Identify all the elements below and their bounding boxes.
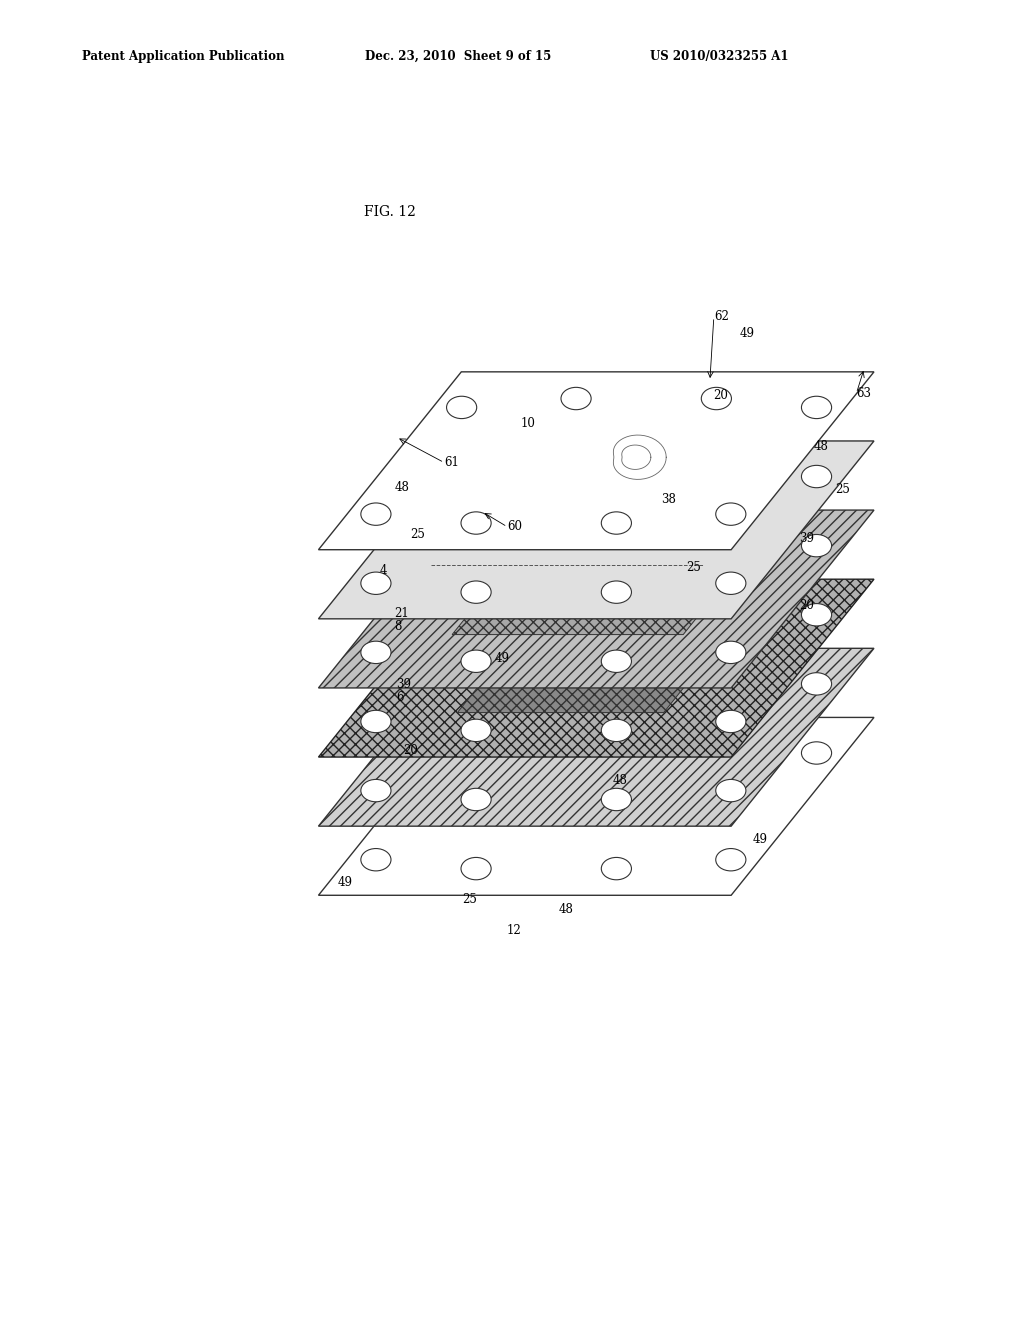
Text: 63: 63 (856, 387, 871, 400)
Ellipse shape (461, 649, 492, 672)
Text: 60: 60 (507, 520, 522, 533)
Ellipse shape (561, 733, 591, 755)
Ellipse shape (561, 595, 591, 616)
Text: FIG. 12: FIG. 12 (365, 205, 416, 219)
Ellipse shape (701, 457, 731, 479)
Ellipse shape (360, 849, 391, 871)
Polygon shape (318, 579, 873, 758)
Ellipse shape (360, 572, 391, 594)
Ellipse shape (360, 779, 391, 801)
Ellipse shape (802, 535, 831, 557)
Text: 20: 20 (713, 388, 728, 401)
Ellipse shape (601, 858, 632, 880)
Ellipse shape (360, 503, 391, 525)
Ellipse shape (716, 572, 745, 594)
Text: 20: 20 (799, 599, 814, 612)
Text: Dec. 23, 2010  Sheet 9 of 15: Dec. 23, 2010 Sheet 9 of 15 (365, 50, 551, 63)
Ellipse shape (561, 664, 591, 686)
Polygon shape (318, 510, 873, 688)
Ellipse shape (446, 742, 477, 764)
Text: 25: 25 (835, 483, 850, 496)
Text: 25: 25 (410, 528, 425, 541)
Text: 49: 49 (338, 875, 353, 888)
Ellipse shape (802, 742, 831, 764)
Ellipse shape (446, 396, 477, 418)
Ellipse shape (461, 719, 492, 742)
Ellipse shape (802, 673, 831, 696)
Ellipse shape (601, 788, 632, 810)
Ellipse shape (701, 733, 731, 755)
Polygon shape (318, 648, 873, 826)
Ellipse shape (716, 503, 745, 525)
Text: 62: 62 (714, 310, 729, 323)
Text: 49: 49 (495, 652, 509, 665)
Text: 20: 20 (402, 744, 418, 758)
Text: 25: 25 (462, 892, 477, 906)
Ellipse shape (701, 387, 731, 409)
Text: 39: 39 (799, 532, 814, 545)
Ellipse shape (601, 512, 632, 535)
Text: 49: 49 (740, 327, 755, 339)
Text: 48: 48 (813, 441, 828, 453)
Ellipse shape (461, 858, 492, 880)
Ellipse shape (461, 581, 492, 603)
Text: 48: 48 (394, 480, 409, 494)
Ellipse shape (360, 710, 391, 733)
Text: US 2010/0323255 A1: US 2010/0323255 A1 (650, 50, 788, 63)
Ellipse shape (716, 779, 745, 801)
Ellipse shape (446, 466, 477, 487)
Text: 48: 48 (613, 775, 628, 788)
Polygon shape (318, 441, 873, 619)
Ellipse shape (446, 673, 477, 696)
Ellipse shape (701, 525, 731, 548)
Ellipse shape (446, 535, 477, 557)
Ellipse shape (601, 649, 632, 672)
Ellipse shape (802, 466, 831, 487)
Text: 21: 21 (394, 607, 409, 620)
Text: 39: 39 (395, 678, 411, 692)
Ellipse shape (461, 512, 492, 535)
Ellipse shape (561, 387, 591, 409)
Text: 8: 8 (394, 620, 401, 634)
Text: 10: 10 (520, 417, 536, 430)
Ellipse shape (461, 788, 492, 810)
Ellipse shape (561, 525, 591, 548)
Polygon shape (318, 718, 873, 895)
Ellipse shape (360, 642, 391, 664)
Text: 38: 38 (662, 494, 676, 507)
Polygon shape (453, 564, 740, 635)
Text: 49: 49 (753, 833, 768, 846)
Ellipse shape (716, 710, 745, 733)
Ellipse shape (446, 603, 477, 626)
Ellipse shape (601, 719, 632, 742)
Text: 25: 25 (686, 561, 700, 574)
Ellipse shape (701, 595, 731, 616)
Polygon shape (458, 623, 735, 713)
Ellipse shape (716, 849, 745, 871)
Ellipse shape (601, 581, 632, 603)
Ellipse shape (701, 664, 731, 686)
Text: 6: 6 (395, 692, 403, 705)
Text: 4: 4 (380, 564, 387, 577)
Polygon shape (318, 372, 873, 549)
Text: 12: 12 (507, 924, 521, 937)
Text: 48: 48 (559, 903, 573, 916)
Ellipse shape (802, 396, 831, 418)
Text: 61: 61 (444, 455, 459, 469)
Ellipse shape (802, 603, 831, 626)
Ellipse shape (561, 457, 591, 479)
Ellipse shape (716, 642, 745, 664)
Text: Patent Application Publication: Patent Application Publication (82, 50, 285, 63)
